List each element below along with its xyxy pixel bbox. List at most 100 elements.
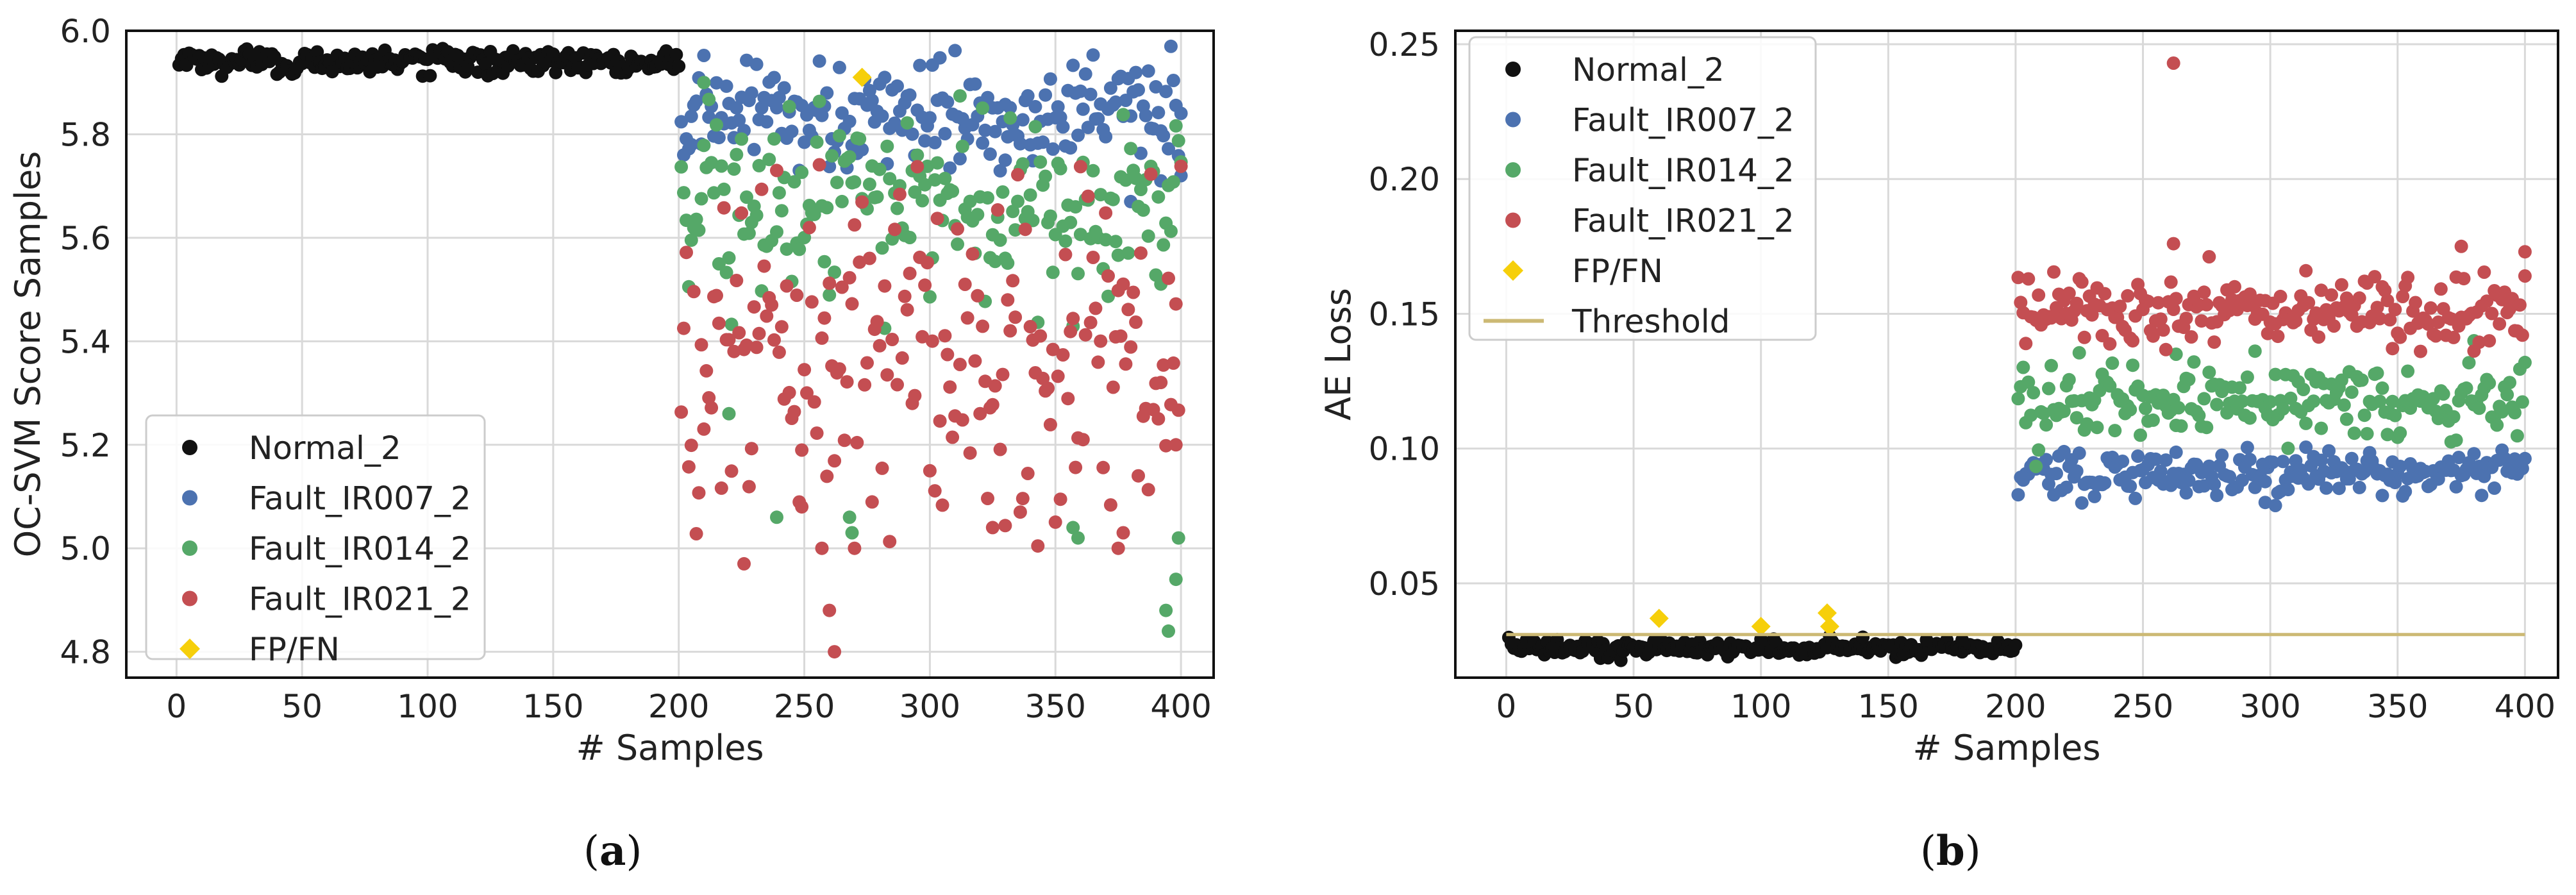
point-ir014 [719,265,733,280]
point-ir007 [1021,89,1035,103]
point-ir014 [1011,194,1025,208]
point-ir007 [2087,489,2102,503]
point-ir021 [870,315,884,329]
point-ir021 [2098,287,2112,301]
point-ir007 [2154,464,2168,478]
point-ir014 [2299,416,2313,430]
point-ir014 [2436,387,2450,401]
legend-marker-fpfn [180,639,200,659]
point-ir021 [1157,358,1171,372]
point-ir014 [2108,424,2122,438]
point-ir021 [903,266,917,280]
point-ir007 [1064,141,1078,155]
point-fpfn [1817,603,1837,623]
point-ir021 [840,375,854,389]
point-ir014 [697,76,711,90]
point-ir007 [1103,81,1117,95]
point-ir007 [749,57,764,71]
point-ir021 [717,201,731,215]
x-tick-label: 0 [1496,688,1517,725]
point-ir007 [2393,460,2407,473]
y-tick-label: 0.05 [1369,565,1440,603]
point-ir021 [2166,303,2180,316]
point-ir007 [2332,481,2346,496]
point-ir021 [898,289,912,303]
point-ir021 [747,300,761,314]
point-ir007 [2235,473,2249,487]
point-ir014 [830,176,844,190]
x-tick-label: 100 [1730,688,1791,725]
point-ir014 [792,242,807,256]
point-ir014 [1111,248,1125,262]
point-ir014 [1129,171,1143,185]
point-ir007 [2357,465,2371,479]
point-ir021 [2202,250,2216,263]
x-tick-label: 400 [2495,688,2555,725]
point-ir021 [722,333,736,347]
point-ir007 [2475,489,2489,503]
legend-label-ir021: Fault_IR021_2 [1572,203,1794,240]
point-ir014 [2386,394,2400,408]
point-ir021 [850,435,864,449]
point-ir007 [2258,474,2272,489]
point-ir021 [1001,293,1015,307]
point-ir014 [1166,175,1180,189]
point-ir021 [767,333,781,347]
point-ir014 [1058,234,1073,248]
point-ir021 [1133,246,1148,260]
point-ir021 [817,311,832,325]
point-ir007 [2098,476,2112,490]
point-ir021 [780,279,794,293]
point-ir021 [2380,294,2395,308]
x-tick-label: 150 [523,688,583,725]
point-ir021 [958,278,972,291]
point-ir021 [2195,314,2209,328]
point-ir007 [770,101,783,115]
point-ir007 [2320,481,2333,495]
point-ir014 [2370,366,2384,380]
point-ir021 [1103,498,1117,512]
point-ir021 [971,289,985,303]
point-ir014 [848,175,862,189]
point-ir007 [1132,83,1145,97]
point-ir021 [918,278,932,292]
point-normal [423,69,437,83]
point-ir021 [2166,237,2180,251]
point-ir014 [1169,573,1183,587]
y-axis-label: OC-SVM Score Samples [8,151,48,558]
point-normal [669,47,683,62]
point-ir007 [1133,146,1148,160]
point-ir021 [963,446,977,460]
point-ir021 [2431,315,2445,329]
point-ir021 [712,316,726,330]
legend-label-fpfn: FP/FN [1572,253,1663,290]
legend-label-ir021: Fault_IR021_2 [249,581,471,618]
point-ir014 [2248,344,2262,358]
point-ir021 [2513,298,2527,312]
point-ir007 [1071,128,1085,142]
point-ir021 [2021,272,2036,286]
point-ir014 [2169,347,2183,361]
point-ir014 [2449,433,2463,448]
point-ir021 [744,442,758,456]
point-ir021 [1129,315,1143,329]
point-ir007 [697,49,711,62]
point-ir021 [916,330,930,344]
point-ir021 [680,246,693,260]
point-ir021 [2373,312,2387,326]
point-ir014 [842,510,857,524]
point-ir007 [2179,486,2193,500]
point-ir007 [948,44,962,58]
point-ir007 [2207,477,2221,491]
point-ir021 [790,289,804,302]
point-ir007 [767,71,781,85]
x-tick-label: 400 [1150,688,1211,725]
point-ir014 [2210,397,2224,412]
point-ir014 [823,288,837,302]
point-ir021 [2156,323,2170,337]
point-ir021 [923,464,937,478]
point-ir021 [1021,467,1035,480]
point-ir007 [1003,101,1017,115]
point-ir021 [2334,278,2348,292]
point-ir021 [2485,306,2499,321]
